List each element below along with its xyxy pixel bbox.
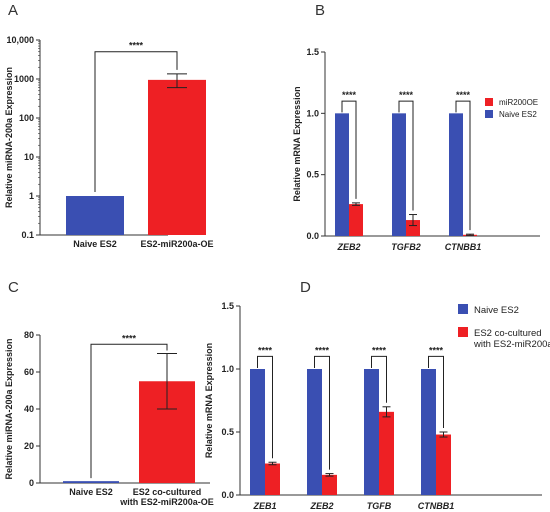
B-legend-swatch-0 — [485, 98, 493, 106]
B-y-tick-label: 1.0 — [306, 108, 319, 118]
panel-letter-C: C — [8, 279, 19, 296]
C-category-label-0: Naive ES2 — [69, 487, 113, 497]
D-category-label-1: ZEB2 — [309, 501, 333, 511]
D-y-tick-label: 0.0 — [221, 490, 234, 500]
C-category-label-1: ES2 co-cultured with ES2-miR200a-OE — [119, 487, 214, 507]
B-category-label-0: ZEB2 — [336, 242, 360, 252]
D-significance-label-1: **** — [315, 345, 330, 355]
C-y-tick-label: 80 — [24, 330, 34, 340]
B-legend: miR200OE Naive ES2 — [485, 98, 538, 119]
C-y-tick-label: 60 — [24, 367, 34, 377]
D-y-tick-label: 1.0 — [221, 364, 234, 374]
panel-D: D 0.0 0.5 1.0 1.5 Relative mRNA Expression ***… — [204, 279, 550, 511]
D-bar-naive-1 — [307, 369, 322, 495]
D-y-tick-label: 1.5 — [221, 301, 234, 311]
C-category-label-1-line: ES2 co-cultured — [133, 487, 202, 497]
D-y-axis-label: Relative mRNA Expression — [204, 343, 214, 458]
D-legend-label-0-line: Naive ES2 — [474, 305, 519, 316]
D-y-tick-label: 0.5 — [221, 427, 234, 437]
D-bar-treated-1 — [322, 474, 337, 495]
D-significance-bracket-1 — [314, 355, 330, 470]
B-bar-treated-1 — [406, 220, 420, 236]
D-legend-label-1: ES2 co-cultured with ES2-miR200a — [473, 328, 550, 350]
C-category-label-0-line: Naive ES2 — [69, 487, 113, 497]
A-y-tick-label: 100 — [19, 113, 34, 123]
A-bar-0 — [66, 196, 124, 235]
D-legend-label-1-line: with ES2-miR200a — [473, 339, 550, 350]
D-legend: Naive ES2 ES2 co-cultured with ES2-miR200a — [458, 304, 550, 350]
B-bar-naive-2 — [449, 113, 463, 236]
A-significance-bracket — [94, 51, 178, 192]
D-category-label-3: CTNBB1 — [418, 501, 455, 511]
A-category-label-1-line: ES2-miR200a-OE — [140, 239, 213, 249]
C-significance-label: **** — [122, 333, 137, 343]
B-significance-label-1: **** — [399, 90, 414, 100]
B-significance-label-2: **** — [456, 90, 471, 100]
panel-letter-B: B — [315, 2, 325, 19]
C-significance-bracket — [90, 343, 168, 479]
A-category-label-0-line: Naive ES2 — [73, 239, 117, 249]
B-y-axis-label: Relative mRNA Expression — [292, 86, 302, 201]
D-bar-treated-2 — [379, 411, 394, 495]
D-significance-label-2: **** — [372, 345, 387, 355]
A-category-label-1: ES2-miR200a-OE — [140, 239, 213, 249]
B-category-label-2: CTNBB1 — [445, 242, 482, 252]
panel-letter-A: A — [8, 2, 18, 19]
D-bar-treated-0 — [265, 463, 280, 495]
panel-C: C 0 20 40 60 80 Relative miRNA-200a Expression… — [4, 279, 214, 507]
B-legend-swatch-1 — [485, 110, 493, 118]
D-bar-naive-0 — [250, 369, 265, 495]
B-bar-treated-0 — [349, 204, 363, 236]
panel-letter-D: D — [300, 279, 311, 296]
B-bar-naive-0 — [335, 113, 349, 236]
A-y-tick-label: 10 — [24, 152, 34, 162]
C-y-tick-label: 20 — [24, 441, 34, 451]
D-bar-naive-3 — [421, 369, 436, 495]
D-bar-treated-3 — [436, 434, 451, 495]
B-legend-label-0-line: miR200OE — [499, 98, 538, 107]
D-legend-label-0: Naive ES2 — [474, 305, 519, 316]
B-bar-naive-1 — [392, 113, 406, 236]
C-y-axis-label: Relative miRNA-200a Expression — [4, 338, 14, 479]
D-legend-label-1-line: ES2 co-cultured — [474, 328, 542, 339]
C-bar-0 — [63, 481, 119, 483]
A-y-tick-label: 1000 — [14, 74, 34, 84]
B-category-label-1: TGFB2 — [391, 242, 421, 252]
A-y-tick-label: 0.1 — [21, 230, 34, 240]
B-legend-label-1: Naive ES2 — [499, 110, 537, 119]
C-y-tick-label: 40 — [24, 404, 34, 414]
B-legend-label-0: miR200OE — [499, 98, 538, 107]
A-significance-label: **** — [129, 41, 144, 51]
D-legend-swatch-0 — [458, 304, 468, 314]
B-y-tick-label: 0.0 — [306, 231, 319, 241]
panel-A: A 0.1 1 10 100 1000 10,000 Relative miRNA-200a … — [4, 2, 214, 249]
B-y-tick-label: 0.5 — [306, 170, 319, 180]
panel-B: B 0.0 0.5 1.0 1.5 Relative mRNA Expression ***… — [292, 2, 540, 252]
D-significance-bracket-3 — [428, 355, 444, 428]
D-category-label-2: TGFB — [367, 501, 392, 511]
D-significance-bracket-2 — [371, 355, 387, 403]
D-significance-label-0: **** — [258, 345, 273, 355]
D-bar-naive-2 — [364, 369, 379, 495]
B-legend-label-1-line: Naive ES2 — [499, 110, 537, 119]
B-significance-bracket-2 — [455, 100, 471, 231]
D-category-label-0: ZEB1 — [252, 501, 276, 511]
D-significance-bracket-0 — [257, 355, 273, 459]
A-y-axis-label: Relative miRNA-200a Expression — [4, 67, 14, 208]
B-significance-bracket-1 — [398, 100, 414, 211]
C-category-label-1-line: with ES2-miR200a-OE — [119, 497, 214, 507]
C-y-tick-label: 0 — [29, 478, 34, 488]
A-bar-1 — [148, 79, 206, 236]
B-y-tick-label: 1.5 — [306, 47, 319, 57]
A-y-tick-label: 10,000 — [6, 35, 34, 45]
A-category-label-0: Naive ES2 — [73, 239, 117, 249]
B-significance-label-0: **** — [342, 90, 357, 100]
D-significance-label-3: **** — [429, 345, 444, 355]
B-significance-bracket-0 — [341, 100, 357, 199]
A-y-tick-label: 1 — [29, 191, 34, 201]
D-legend-swatch-1 — [458, 327, 468, 337]
